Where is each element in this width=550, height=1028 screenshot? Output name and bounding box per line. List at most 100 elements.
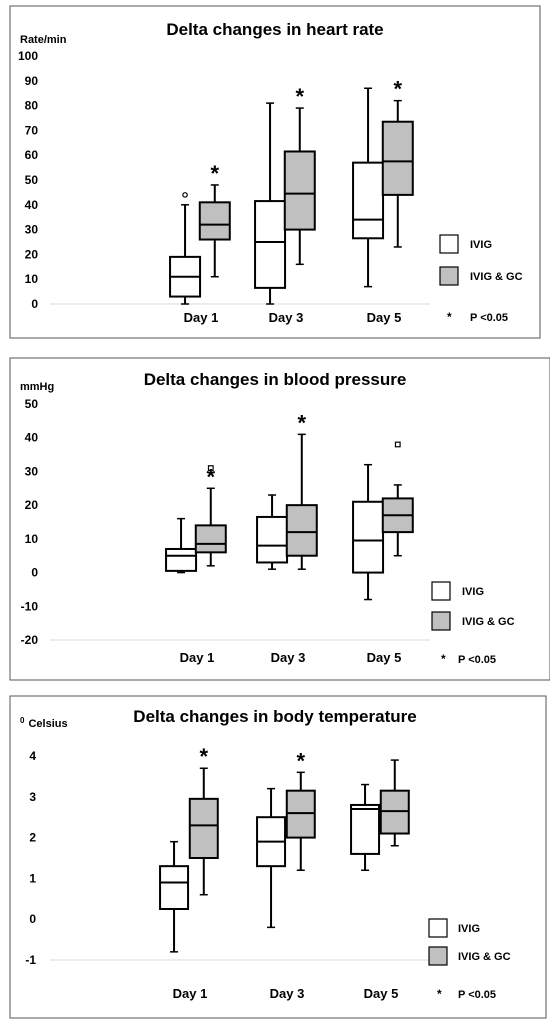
box-iqr <box>159 865 190 911</box>
outlier-point <box>182 192 188 198</box>
heart-rate-chart: Delta changes in heart rate Rate/min 0 10 20… <box>9 5 541 339</box>
chart-title: Delta changes in heart rate <box>166 20 383 39</box>
significance-star: * <box>393 77 402 102</box>
y-tick-label: 3 <box>29 790 36 804</box>
box-iqr <box>379 789 410 835</box>
blood-pressure-chart: Delta changes in blood pressure mmHg -20 -1… <box>9 357 550 681</box>
x-tick-label: Day 5 <box>367 650 402 665</box>
significance-star: * <box>297 410 306 435</box>
note-star: * <box>447 310 452 324</box>
y-tick-label: 70 <box>25 123 39 137</box>
y-tick-label: 50 <box>25 173 39 187</box>
box-ivig-gc <box>285 771 316 871</box>
outlier-point <box>394 441 401 448</box>
legend-label-ivig-gc: IVIG & GC <box>470 271 523 283</box>
y-tick-label: 0 <box>31 566 38 580</box>
y-axis-label-text: Celsius <box>28 718 67 730</box>
x-tick-label: Day 3 <box>271 650 306 665</box>
box-ivig <box>352 87 385 288</box>
y-axis-label: Rate/min <box>20 34 67 46</box>
box-iqr <box>283 150 316 231</box>
note-star: * <box>441 652 446 666</box>
y-tick-label: 80 <box>25 99 39 113</box>
legend-swatch-ivig-gc <box>431 611 451 631</box>
box-ivig-gc <box>379 759 410 847</box>
box-ivig-gc <box>285 433 318 570</box>
y-tick-label: 1 <box>29 871 36 885</box>
y-tick-label: 20 <box>25 247 39 261</box>
y-tick-label: 4 <box>29 749 36 763</box>
y-axis-label-superscript: 0 <box>20 716 25 725</box>
y-tick-label: 30 <box>25 223 39 237</box>
box-ivig-gc <box>194 465 227 567</box>
legend-label-ivig-gc: IVIG & GC <box>462 616 515 628</box>
legend-label-ivig-gc: IVIG & GC <box>458 951 511 963</box>
note-text: P <0.05 <box>458 654 496 666</box>
box-iqr <box>165 547 198 572</box>
y-tick-label: -10 <box>21 599 39 613</box>
box-iqr <box>194 524 227 554</box>
y-tick-label: 100 <box>18 49 38 63</box>
box-ivig <box>350 783 381 871</box>
x-tick-label: Day 3 <box>269 310 304 325</box>
box-iqr <box>198 201 231 241</box>
box-ivig-gc <box>381 441 414 557</box>
significance-star: * <box>210 161 219 186</box>
box-iqr <box>352 161 385 240</box>
y-tick-label: 20 <box>25 498 39 512</box>
box-ivig <box>159 840 190 953</box>
chart-title: Delta changes in body temperature <box>133 707 416 726</box>
x-tick-label: Day 1 <box>180 650 215 665</box>
significance-star: * <box>296 748 305 773</box>
box-ivig-gc <box>381 99 414 248</box>
y-tick-label: -20 <box>21 633 39 647</box>
legend-swatch-ivig <box>439 234 459 254</box>
significance-star: * <box>199 744 208 769</box>
y-axis-label: mmHg <box>20 381 54 393</box>
legend-label-ivig: IVIG <box>458 923 480 935</box>
blood-pressure-panel: Delta changes in blood pressure mmHg -20 -1… <box>0 356 550 682</box>
note-text: P <0.05 <box>458 989 496 1001</box>
y-tick-label: 0 <box>31 297 38 311</box>
body-temperature-panel: Delta changes in body temperature 0 Celsiu… <box>0 694 550 1022</box>
box-ivig <box>352 463 385 601</box>
heart-rate-panel: Delta changes in heart rate Rate/min 0 10 20… <box>0 4 550 340</box>
y-tick-label: 2 <box>29 831 36 845</box>
box-iqr <box>352 500 385 574</box>
legend-swatch-ivig-gc <box>439 266 459 286</box>
y-tick-label: 0 <box>29 912 36 926</box>
box-iqr <box>254 200 287 289</box>
box-iqr <box>381 120 414 196</box>
y-tick-label: -1 <box>25 953 36 967</box>
box-iqr <box>285 789 316 839</box>
significance-star: * <box>206 464 215 489</box>
y-tick-label: 40 <box>25 431 39 445</box>
legend-swatch-ivig-gc <box>428 946 448 966</box>
box-ivig <box>169 192 202 305</box>
chart-title: Delta changes in blood pressure <box>144 370 407 389</box>
legend-label-ivig: IVIG <box>462 586 484 598</box>
y-tick-label: 90 <box>25 74 39 88</box>
x-tick-label: Day 1 <box>173 986 208 1001</box>
note-star: * <box>437 987 442 1001</box>
legend-swatch-ivig <box>428 918 448 938</box>
x-tick-label: Day 5 <box>367 310 402 325</box>
y-axis-label: 0 Celsius <box>20 716 68 730</box>
box-ivig-gc <box>283 107 316 266</box>
box-iqr <box>256 515 289 564</box>
box-iqr <box>350 803 381 855</box>
box-iqr <box>285 504 318 557</box>
x-tick-label: Day 1 <box>184 310 219 325</box>
y-tick-label: 10 <box>25 532 39 546</box>
note-text: P <0.05 <box>470 312 508 324</box>
box-ivig-gc <box>188 767 219 896</box>
y-tick-label: 40 <box>25 198 39 212</box>
box-ivig-gc <box>198 184 231 278</box>
x-tick-label: Day 5 <box>364 986 399 1001</box>
box-iqr <box>188 797 219 859</box>
y-tick-label: 10 <box>25 272 39 286</box>
box-ivig <box>165 517 198 574</box>
significance-star: * <box>295 84 304 109</box>
y-tick-label: 50 <box>25 397 39 411</box>
